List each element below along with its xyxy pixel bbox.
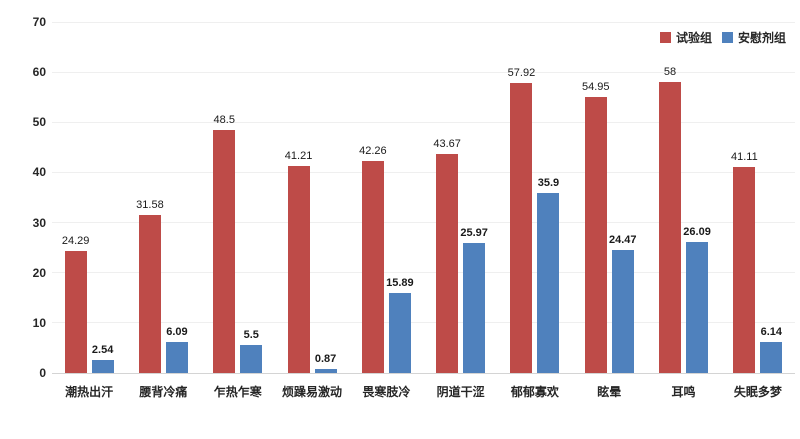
y-tick-label: 10 xyxy=(32,315,46,330)
bar-value-label-placebo-group: 15.89 xyxy=(386,277,414,290)
gridline xyxy=(52,272,795,274)
bar-placebo-group xyxy=(91,360,114,373)
bar-placebo-group xyxy=(686,242,709,373)
bar-value-label-test-group: 41.11 xyxy=(730,150,758,163)
legend-label-placebo-group: 安慰剂组 xyxy=(737,31,786,45)
x-tick-label: 阴道干涩 xyxy=(436,385,485,399)
bar-value-label-test-group: 41.21 xyxy=(284,150,313,163)
legend-item-test-group: 试验组 xyxy=(659,29,712,46)
y-tick-label: 60 xyxy=(32,65,46,80)
y-tick-label: 30 xyxy=(32,215,46,230)
bar-placebo-group xyxy=(760,342,783,373)
bar-test-group xyxy=(361,161,384,373)
y-tick-label: 0 xyxy=(39,366,46,380)
bar-placebo-group xyxy=(611,250,634,373)
bar-placebo-group xyxy=(463,242,486,373)
y-tick-label: 70 xyxy=(32,15,46,29)
x-tick-label: 失眠多梦 xyxy=(733,385,782,399)
gridline xyxy=(52,121,795,123)
x-tick-label: 畏寒肢冷 xyxy=(362,385,411,399)
legend-swatch-placebo-group xyxy=(721,32,733,43)
legend-item-placebo-group: 安慰剂组 xyxy=(721,29,786,46)
x-tick-label: 乍热乍寒 xyxy=(213,385,262,399)
bar-placebo-group xyxy=(240,345,263,373)
bar-value-label-placebo-group: 5.5 xyxy=(243,329,259,342)
bar-test-group xyxy=(733,166,756,373)
legend-label-test-group: 试验组 xyxy=(675,31,712,45)
bar-value-label-test-group: 24.29 xyxy=(61,235,90,248)
y-tick-label: 20 xyxy=(32,265,46,280)
bar-value-label-placebo-group: 6.14 xyxy=(760,326,783,339)
bar-value-label-test-group: 58 xyxy=(663,66,677,79)
bar-placebo-group xyxy=(388,293,411,373)
bar-value-label-placebo-group: 26.09 xyxy=(683,226,711,239)
bar-value-label-test-group: 42.26 xyxy=(359,145,387,158)
bar-value-label-placebo-group: 6.09 xyxy=(166,326,188,339)
bar-test-group xyxy=(138,214,161,373)
y-tick-label: 40 xyxy=(32,165,46,180)
bar-value-label-test-group: 31.58 xyxy=(136,198,164,211)
bar-test-group xyxy=(213,129,236,373)
x-tick-label: 腰背冷痛 xyxy=(139,385,188,399)
gridline xyxy=(52,71,795,73)
plot-area: 24.29 2.54 31.58 6.09 48.5 5.5 41.21 0.87 42.26 1… xyxy=(52,21,795,374)
bar-test-group xyxy=(659,82,682,373)
bar-value-label-placebo-group: 24.47 xyxy=(608,234,637,247)
bar-value-label-placebo-group: 25.97 xyxy=(460,226,488,239)
y-tick-label: 50 xyxy=(32,115,46,130)
bar-value-label-placebo-group: 2.54 xyxy=(91,344,114,357)
bar-value-label-test-group: 48.5 xyxy=(213,113,235,126)
x-tick-label: 眩晕 xyxy=(597,385,622,399)
bar-test-group xyxy=(510,82,533,373)
gridline xyxy=(52,322,795,324)
bar-test-group xyxy=(436,154,459,373)
bar-test-group xyxy=(64,251,87,373)
x-tick-label: 潮热出汗 xyxy=(65,385,114,399)
x-tick-label: 耳鸣 xyxy=(671,385,696,399)
bar-placebo-group xyxy=(314,368,337,373)
legend-swatch-test-group xyxy=(659,32,671,43)
gridline xyxy=(52,171,795,173)
bar-test-group xyxy=(287,166,310,373)
bar-value-label-placebo-group: 35.9 xyxy=(537,177,560,189)
gridline xyxy=(52,21,795,23)
bar-placebo-group xyxy=(165,342,188,373)
bar-value-label-placebo-group: 0.87 xyxy=(314,352,337,365)
x-axis-line xyxy=(52,372,795,374)
bar-value-label-test-group: 57.92 xyxy=(507,66,536,79)
x-tick-label: 郁郁寡欢 xyxy=(510,385,559,399)
bar-value-label-test-group: 43.67 xyxy=(433,138,461,151)
bar-test-group xyxy=(584,97,607,373)
legend: 试验组 安慰剂组 xyxy=(659,29,786,46)
bar-placebo-group xyxy=(537,193,560,373)
x-tick-label: 烦躁易激动 xyxy=(282,385,343,399)
bar-value-label-test-group: 54.95 xyxy=(581,81,610,94)
gridline xyxy=(52,222,795,224)
